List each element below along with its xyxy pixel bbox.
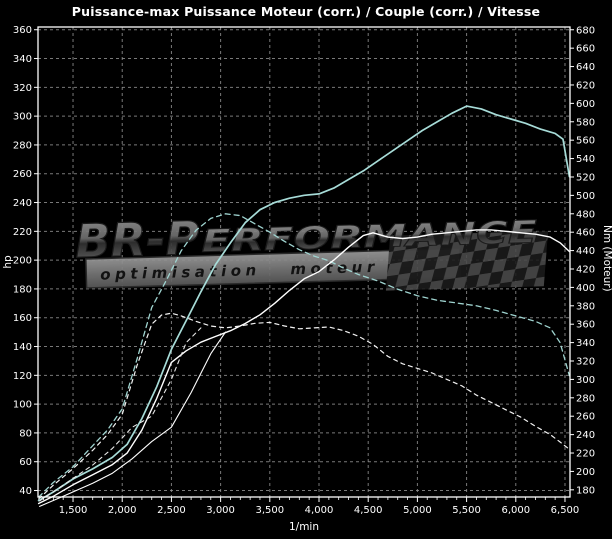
svg-text:360: 360 — [576, 320, 595, 331]
svg-text:440: 440 — [576, 246, 595, 257]
svg-text:80: 80 — [19, 428, 32, 439]
svg-text:4,500: 4,500 — [354, 505, 383, 516]
svg-text:200: 200 — [576, 467, 595, 478]
svg-text:680: 680 — [576, 25, 595, 36]
x-axis-title: 1/min — [289, 521, 319, 533]
svg-text:320: 320 — [13, 83, 32, 94]
svg-text:600: 600 — [576, 99, 595, 110]
svg-text:580: 580 — [576, 117, 595, 128]
svg-text:620: 620 — [576, 80, 595, 91]
svg-text:1,500: 1,500 — [59, 505, 88, 516]
curve-trace-vitesse-secondaire-pointillee — [39, 327, 202, 502]
svg-text:5,500: 5,500 — [452, 505, 481, 516]
svg-text:400: 400 — [576, 283, 595, 294]
svg-text:660: 660 — [576, 44, 595, 55]
svg-text:560: 560 — [576, 136, 595, 147]
page-title: Puissance-max Puissance Moteur (corr.) /… — [71, 4, 541, 19]
svg-text:120: 120 — [13, 371, 32, 382]
curve-trace-vitesse-secondaire-pleine — [39, 331, 227, 507]
svg-text:180: 180 — [13, 284, 32, 295]
svg-text:640: 640 — [576, 62, 595, 73]
svg-text:2,500: 2,500 — [157, 505, 186, 516]
left-axis-title: hp — [2, 255, 14, 269]
svg-text:280: 280 — [576, 393, 595, 404]
svg-text:5,000: 5,000 — [403, 505, 432, 516]
svg-text:100: 100 — [13, 400, 32, 411]
svg-text:260: 260 — [13, 169, 32, 180]
checkered-flag — [385, 231, 549, 291]
watermark-brand-big: BR-P — [75, 211, 201, 268]
svg-text:280: 280 — [13, 140, 32, 151]
svg-text:340: 340 — [576, 338, 595, 349]
svg-text:460: 460 — [576, 228, 595, 239]
svg-text:4,000: 4,000 — [305, 505, 334, 516]
svg-text:240: 240 — [13, 198, 32, 209]
curve-puissance-corrigee-optimisee — [37, 105, 571, 502]
svg-text:340: 340 — [13, 54, 32, 65]
svg-text:3,500: 3,500 — [255, 505, 284, 516]
brand-watermark: BR-P ERFORMANCE optimisation moteur — [74, 210, 549, 291]
svg-text:520: 520 — [576, 172, 595, 183]
svg-text:240: 240 — [576, 430, 595, 441]
svg-text:320: 320 — [576, 357, 595, 368]
svg-text:6,500: 6,500 — [551, 505, 580, 516]
svg-text:140: 140 — [13, 342, 32, 353]
svg-text:300: 300 — [13, 112, 32, 123]
svg-text:40: 40 — [19, 486, 32, 497]
svg-text:200: 200 — [13, 256, 32, 267]
axes: 40 60 80 100 120 140 160 180 200 220 240 260 280 300 3… — [13, 25, 595, 516]
svg-text:6,000: 6,000 — [501, 505, 530, 516]
svg-text:220: 220 — [13, 227, 32, 238]
svg-text:260: 260 — [576, 412, 595, 423]
svg-text:420: 420 — [576, 264, 595, 275]
svg-text:180: 180 — [576, 485, 595, 496]
svg-text:3,000: 3,000 — [206, 505, 235, 516]
curve-couple-corrige-optimise — [37, 213, 571, 498]
curve-couple-corrige-original — [37, 312, 571, 500]
svg-text:60: 60 — [19, 457, 32, 468]
svg-text:160: 160 — [13, 313, 32, 324]
svg-text:480: 480 — [576, 209, 595, 220]
svg-text:2,000: 2,000 — [108, 505, 137, 516]
svg-text:300: 300 — [576, 375, 595, 386]
svg-text:380: 380 — [576, 301, 595, 312]
right-axis-title: Nm (Moteur) — [601, 225, 612, 292]
dyno-curves — [37, 105, 571, 507]
svg-text:540: 540 — [576, 154, 595, 165]
svg-text:220: 220 — [576, 449, 595, 460]
svg-text:360: 360 — [13, 25, 32, 36]
curve-puissance-corrigee-originale — [37, 229, 571, 505]
svg-text:500: 500 — [576, 191, 595, 202]
